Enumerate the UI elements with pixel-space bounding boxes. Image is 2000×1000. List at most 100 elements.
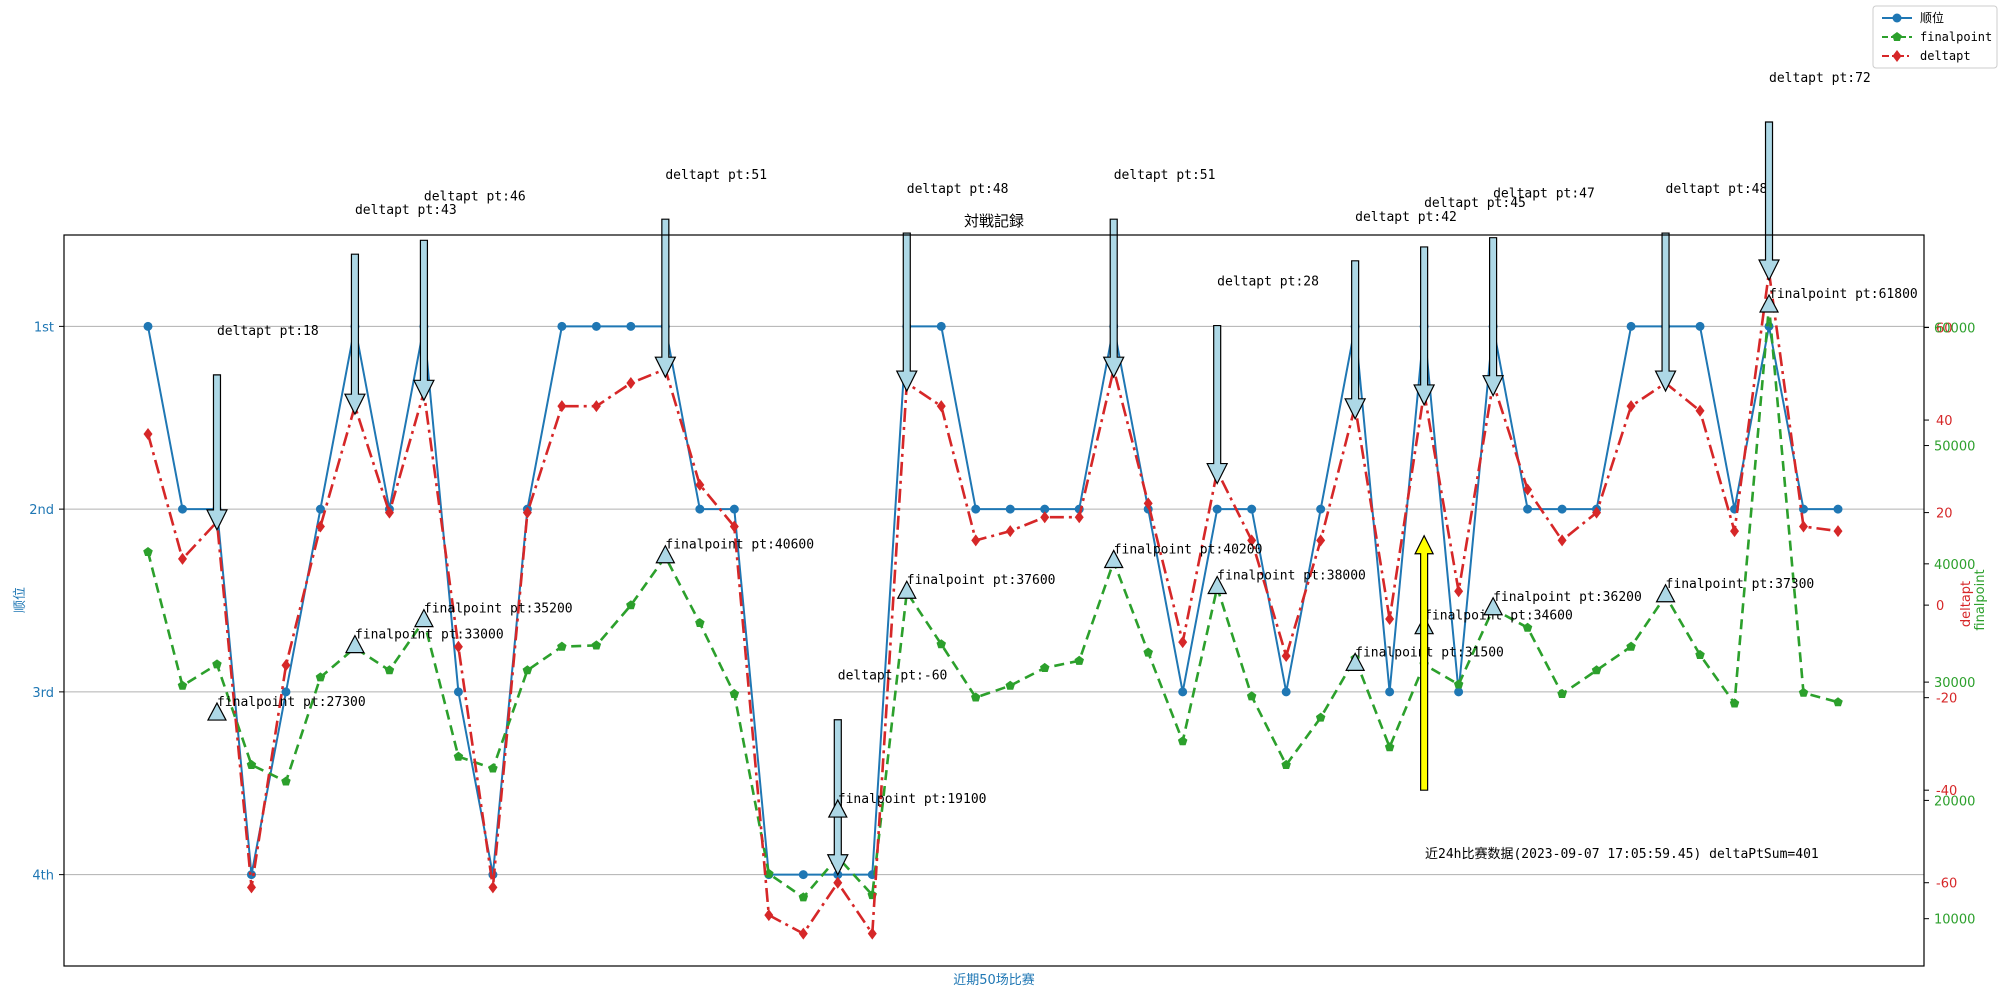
finalpoint-annotation-label: finalpoint pt:19100: [838, 792, 987, 807]
finalpoint-annotation-marker: [344, 634, 365, 654]
deltapt-point: [798, 927, 808, 940]
finalpoint-point: [1591, 665, 1602, 675]
left-tick-label: 1st: [34, 320, 54, 335]
deltapt-point: [1143, 497, 1153, 510]
deltapt-tick-label: 60: [1936, 322, 1953, 337]
deltapt-annotation-label: deltapt pt:-60: [838, 669, 948, 684]
rank-point: [1626, 321, 1636, 331]
finalpoint-point: [1626, 641, 1636, 651]
deltapt-annotation-label: deltapt pt:51: [665, 168, 767, 183]
deltapt-point: [1281, 650, 1291, 663]
finalpoint-point: [1798, 687, 1809, 697]
finalpoint-annotation-label: finalpoint pt:33000: [355, 628, 504, 643]
deltapt-tick-label: 20: [1936, 507, 1953, 522]
rank-point: [591, 321, 601, 331]
rank-point: [281, 687, 291, 697]
deltapt-annotation-arrow: [412, 239, 435, 402]
deltapt-axis-label: deltapt: [1959, 581, 1974, 627]
rank-point: [1764, 321, 1774, 331]
rank-point: [1040, 504, 1050, 514]
deltapt-point: [1178, 636, 1188, 649]
deltapt-annotation-arrow: [654, 218, 677, 379]
rank-point: [177, 504, 187, 514]
deltapt-point: [1523, 483, 1533, 496]
x-axis-label: 近期50场比赛: [953, 972, 1035, 988]
rank-point: [971, 504, 981, 514]
deltapt-annotation-label: deltapt pt:48: [1666, 182, 1768, 197]
rank-point: [1523, 504, 1533, 514]
deltapt-annotation-label: deltapt pt:48: [907, 182, 1009, 197]
rank-point: [695, 504, 705, 514]
rank-point: [729, 504, 739, 514]
finalpoint-annotation-label: finalpoint pt:40200: [1114, 542, 1263, 557]
rank-point: [1247, 504, 1257, 514]
deltapt-annotation-label: deltapt pt:72: [1769, 71, 1871, 86]
rank-point: [1212, 504, 1222, 514]
finalpoint-point: [557, 641, 567, 651]
legend-box: [1872, 5, 1998, 69]
finalpoint-point: [1040, 662, 1050, 672]
legend-label: deltapt: [1920, 49, 1971, 63]
rank-point: [798, 870, 808, 880]
rank-point: [1454, 687, 1464, 697]
deltapt-point: [177, 552, 187, 565]
finalpoint-point: [936, 639, 946, 649]
finalpoint-annotation-marker: [1655, 583, 1676, 603]
deltapt-annotation-arrow: [1206, 324, 1229, 485]
finalpoint-point: [764, 868, 774, 878]
rank-point: [1281, 687, 1291, 697]
finalpoint-annotation-marker: [1103, 549, 1124, 569]
left-axis-label: 顺位: [13, 587, 28, 613]
deltapt-point: [522, 506, 532, 519]
finalpoint-point: [729, 688, 740, 698]
left-tick-label: 3rd: [32, 686, 54, 701]
finalpoint-tick-label: 50000: [1934, 440, 1975, 455]
finalpoint-point: [177, 680, 188, 690]
finalpoint-point: [1695, 649, 1705, 659]
finalpoint-point: [1281, 759, 1291, 769]
deltapt-point: [1454, 585, 1464, 598]
finalpoint-annotation-marker: [655, 544, 676, 564]
deltapt-point: [1626, 400, 1636, 413]
finalpoint-point: [1005, 680, 1015, 690]
left-tick-label: 4th: [32, 869, 54, 884]
finalpoint-annotation-label: finalpoint pt:34600: [1424, 609, 1573, 624]
deltapt-point: [246, 881, 256, 894]
finalpoint-point: [1729, 698, 1740, 708]
deltapt-point: [729, 520, 739, 533]
deltapt-point: [1833, 525, 1843, 538]
deltapt-point: [315, 520, 325, 533]
finalpoint-annotation-marker: [206, 701, 227, 721]
finalpoint-point: [143, 547, 153, 556]
finalpoint-annotation-marker: [1483, 596, 1504, 616]
deltapt-point: [1557, 534, 1567, 547]
rank-point: [1005, 504, 1015, 514]
finalpoint-point: [626, 600, 636, 610]
deltapt-point: [833, 876, 843, 889]
deltapt-annotation-label: deltapt pt:51: [1114, 168, 1216, 183]
deltapt-annotation-arrow: [206, 374, 228, 532]
finalpoint-axis-label: finalpoint: [1973, 569, 1988, 630]
deltapt-line: [146, 271, 1839, 938]
footer-note: 近24h比赛数据(2023-09-07 17:05:59.45) deltaPt…: [1425, 846, 1819, 862]
finalpoint-annotation-marker: [1759, 293, 1780, 313]
deltapt-annotation-arrow: [1102, 218, 1125, 379]
finalpoint-annotation-label: finalpoint pt:35200: [424, 602, 573, 617]
deltapt-point: [1316, 534, 1326, 547]
rank-point: [936, 321, 946, 331]
plot-frame: [63, 234, 1925, 967]
finalpoint-tick-label: 40000: [1934, 558, 1975, 573]
finalpoint-point: [522, 665, 533, 675]
finalpoint-annotation-marker: [896, 579, 917, 599]
deltapt-point: [1385, 613, 1395, 626]
finalpoint-point: [281, 776, 291, 786]
finalpoint-point: [1522, 622, 1533, 632]
deltapt-point: [1040, 511, 1050, 524]
finalpoint-tick-label: 20000: [1934, 794, 1975, 809]
rank-point: [1178, 687, 1188, 697]
finalpoint-point: [1143, 647, 1153, 657]
finalpoint-annotation-marker: [1207, 575, 1228, 595]
finalpoint-annotation-marker: [827, 798, 848, 818]
finalpoint-annotation-label: finalpoint pt:27300: [217, 695, 366, 710]
